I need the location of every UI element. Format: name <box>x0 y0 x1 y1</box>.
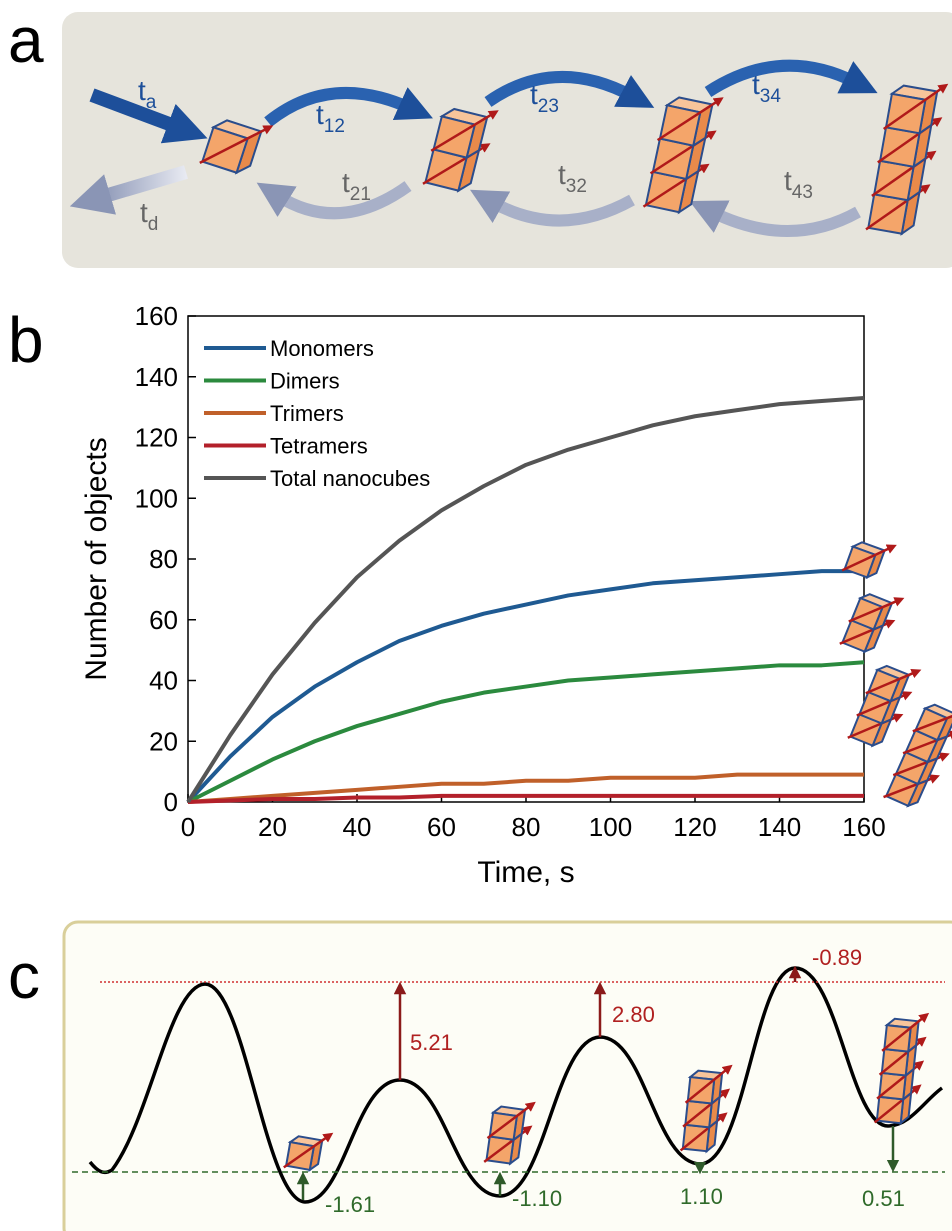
legend-label: Total nanocubes <box>270 466 430 491</box>
cube-icon <box>283 1132 334 1173</box>
rate-symbol: t <box>316 99 324 130</box>
rate-symbol: t <box>752 69 760 100</box>
x-axis-title: Time, s <box>477 856 574 889</box>
barrier-label: -0.89 <box>812 945 862 970</box>
legend-label: Trimers <box>270 401 344 426</box>
cube-icon <box>839 593 905 654</box>
arrow-forward <box>264 87 433 127</box>
moment-arrow <box>881 1012 930 1052</box>
arrow-out <box>69 165 188 215</box>
cube-icon <box>642 96 724 215</box>
barrier-label: 5.21 <box>410 1030 453 1055</box>
moment-arrow <box>430 110 499 152</box>
x-tick-label: 80 <box>512 812 541 842</box>
well-label: -1.10 <box>512 1186 562 1211</box>
rate-subscript: a <box>146 92 157 113</box>
rate-subscript: d <box>148 214 159 235</box>
rate-subscript: 43 <box>792 182 813 203</box>
rate-label: t34 <box>752 69 781 107</box>
arrow-in <box>89 88 208 144</box>
y-tick-label: 20 <box>149 726 178 756</box>
arrow-forward <box>484 70 655 108</box>
well-label: 1.10 <box>680 1184 723 1209</box>
rate-symbol: t <box>140 197 148 228</box>
series-line <box>186 569 864 804</box>
rate-label: t12 <box>316 99 345 137</box>
x-tick-label: 40 <box>343 812 372 842</box>
moment-arrow <box>486 1101 536 1140</box>
panel-label: c <box>8 940 40 1012</box>
arrow-back <box>469 189 635 227</box>
moment-arrow <box>656 97 724 142</box>
rate-subscript: 34 <box>760 86 782 107</box>
cube-icon <box>865 83 949 236</box>
cube-icon <box>679 1064 733 1154</box>
x-tick-label: 120 <box>673 812 716 842</box>
rate-symbol: t <box>138 75 146 106</box>
arrow-back <box>256 181 412 220</box>
arrow-forward <box>704 59 878 98</box>
cube-icon <box>847 664 922 748</box>
x-tick-label: 160 <box>842 812 885 842</box>
series-line <box>187 793 864 804</box>
rate-subscript: 23 <box>538 96 559 117</box>
cube-icon <box>873 1012 930 1126</box>
legend-label: Tetramers <box>270 434 368 459</box>
panel-label: a <box>8 4 44 76</box>
y-tick-label: 80 <box>149 544 178 574</box>
y-tick-label: 40 <box>149 666 178 696</box>
moment-arrow <box>865 668 922 695</box>
rate-subscript: 32 <box>566 176 587 197</box>
well-label: 0.51 <box>862 1186 905 1211</box>
moment-arrow <box>912 710 952 733</box>
rate-label: td <box>140 197 158 235</box>
series-line <box>186 396 865 804</box>
x-tick-label: 100 <box>589 812 632 842</box>
series-line <box>187 772 864 804</box>
moment-arrow <box>882 83 949 130</box>
rate-symbol: t <box>784 165 792 196</box>
cube-icon <box>483 1101 536 1166</box>
y-tick-label: 160 <box>135 301 178 331</box>
legend-label: Dimers <box>270 369 340 394</box>
rate-label: t23 <box>530 79 559 117</box>
y-tick-label: 0 <box>164 787 178 817</box>
moment-arrow <box>841 544 897 572</box>
rate-label: t43 <box>784 165 813 203</box>
rate-label: t21 <box>342 167 371 205</box>
barrier-label: 2.80 <box>612 1002 655 1027</box>
x-tick-label: 20 <box>258 812 287 842</box>
x-tick-label: 60 <box>427 812 456 842</box>
moment-arrow <box>684 1064 733 1104</box>
rate-subscript: 12 <box>324 116 345 137</box>
moment-arrow <box>283 1132 334 1169</box>
rate-symbol: t <box>342 167 350 198</box>
y-tick-label: 140 <box>135 362 178 392</box>
y-tick-label: 60 <box>149 605 178 635</box>
legend-label: Monomers <box>270 336 374 361</box>
y-axis-title: Number of objects <box>80 437 113 680</box>
moment-arrow <box>848 597 905 623</box>
y-tick-label: 120 <box>135 423 178 453</box>
rate-symbol: t <box>530 79 538 110</box>
cube-icon <box>841 541 897 580</box>
x-tick-label: 0 <box>181 812 195 842</box>
rate-subscript: 21 <box>350 184 371 205</box>
moment-arrow <box>199 125 274 164</box>
cube-icon <box>199 119 274 175</box>
rate-symbol: t <box>558 159 566 190</box>
panel-label: b <box>8 304 44 376</box>
well-label: -1.61 <box>325 1192 375 1217</box>
arrow-back <box>689 200 861 237</box>
x-tick-label: 140 <box>758 812 801 842</box>
rate-label: ta <box>138 75 157 113</box>
cube-icon <box>422 107 499 193</box>
rate-label: t32 <box>558 159 587 197</box>
y-tick-label: 100 <box>135 483 178 513</box>
panel-c-box <box>62 920 952 1231</box>
cube-icon <box>883 703 952 808</box>
series-line <box>187 660 865 804</box>
